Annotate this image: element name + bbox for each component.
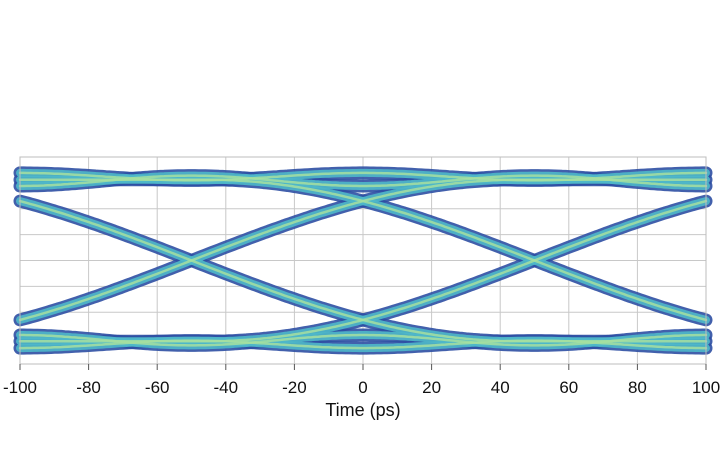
trace-upper-rail-b-band-2 (18, 171, 708, 182)
eye-traces (13, 166, 713, 355)
x-tick-label-3: -40 (214, 378, 239, 397)
x-tick-label-8: 60 (559, 378, 578, 397)
trace-lower-rail-b-band-2 (18, 339, 708, 350)
x-tick-label-7: 40 (491, 378, 510, 397)
x-tick-label-10: 100 (692, 378, 720, 397)
x-tick-label-6: 20 (422, 378, 441, 397)
x-axis-title: Time (ps) (325, 400, 400, 420)
x-tick-label-9: 80 (628, 378, 647, 397)
x-tick-label-4: -20 (282, 378, 307, 397)
x-tick-label-1: -80 (76, 378, 101, 397)
x-axis-ticks: -100 -80 -60 -40 -20 0 20 40 60 80 100 (3, 364, 720, 397)
x-tick-label-5: 0 (358, 378, 367, 397)
x-tick-label-0: -100 (3, 378, 37, 397)
x-tick-label-2: -60 (145, 378, 170, 397)
